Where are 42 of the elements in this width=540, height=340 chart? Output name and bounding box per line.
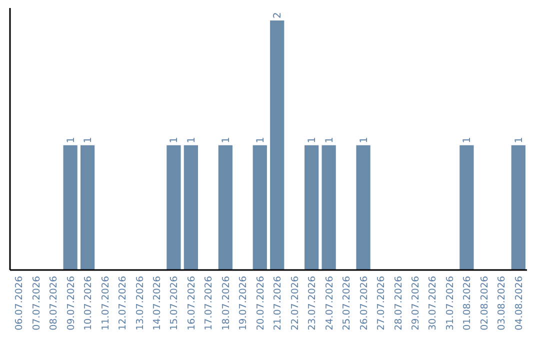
x-tick-label: 09.07.2026 bbox=[66, 276, 77, 330]
x-tick-label: 15.07.2026 bbox=[169, 276, 180, 330]
x-tick-label: 06.07.2026 bbox=[14, 276, 26, 330]
data-label: 1 bbox=[220, 136, 232, 144]
x-tick-label: 02.08.2026 bbox=[479, 276, 490, 330]
x-tick-label: 20.07.2026 bbox=[255, 276, 266, 330]
x-tick-label: 10.07.2026 bbox=[83, 276, 94, 330]
x-tick-label: 01.08.2026 bbox=[462, 276, 474, 330]
x-tick-label: 27.07.2026 bbox=[376, 276, 388, 330]
x-tick-label: 28.07.2026 bbox=[393, 276, 404, 330]
data-label: 1 bbox=[514, 136, 525, 144]
x-tick-label: 25.07.2026 bbox=[342, 276, 353, 330]
x-tick-label: 03.08.2026 bbox=[496, 276, 508, 330]
x-tick-label: 08.07.2026 bbox=[48, 276, 60, 330]
x-tick-label: 13.07.2026 bbox=[134, 276, 146, 330]
x-tick-label: 12.07.2026 bbox=[118, 276, 129, 330]
x-tick-label: 30.07.2026 bbox=[428, 276, 439, 330]
x-tick-label: 17.07.2026 bbox=[204, 276, 215, 330]
x-tick-label: 23.07.2026 bbox=[307, 276, 318, 330]
x-tick-label: 31.07.2026 bbox=[444, 276, 456, 330]
x-tick-label: 04.08.2026 bbox=[514, 276, 525, 330]
data-label: 1 bbox=[169, 136, 180, 144]
data-label: 1 bbox=[307, 136, 318, 144]
data-label: 1 bbox=[66, 136, 77, 144]
x-tick-label: 21.07.2026 bbox=[272, 276, 284, 330]
x-tick-label: 11.07.2026 bbox=[100, 276, 112, 330]
x-tick-label: 16.07.2026 bbox=[186, 276, 198, 330]
data-label: 1 bbox=[255, 136, 266, 144]
data-label: 1 bbox=[83, 136, 94, 144]
x-tick-label: 07.07.2026 bbox=[31, 276, 42, 330]
x-tick-label: 18.07.2026 bbox=[220, 276, 232, 330]
x-tick-label: 22.07.2026 bbox=[290, 276, 301, 330]
x-tick-label: 24.07.2026 bbox=[324, 276, 336, 330]
data-label: 1 bbox=[358, 136, 370, 144]
x-tick-label: 29.07.2026 bbox=[410, 276, 422, 330]
x-tick-label: 26.07.2026 bbox=[358, 276, 370, 330]
data-label: 2 bbox=[272, 12, 284, 18]
data-label: 1 bbox=[186, 136, 198, 144]
x-tick-label: 14.07.2026 bbox=[152, 276, 163, 330]
data-label: 1 bbox=[462, 136, 474, 144]
x-tick-label: 19.07.2026 bbox=[238, 276, 250, 330]
data-label: 1 bbox=[324, 136, 336, 144]
